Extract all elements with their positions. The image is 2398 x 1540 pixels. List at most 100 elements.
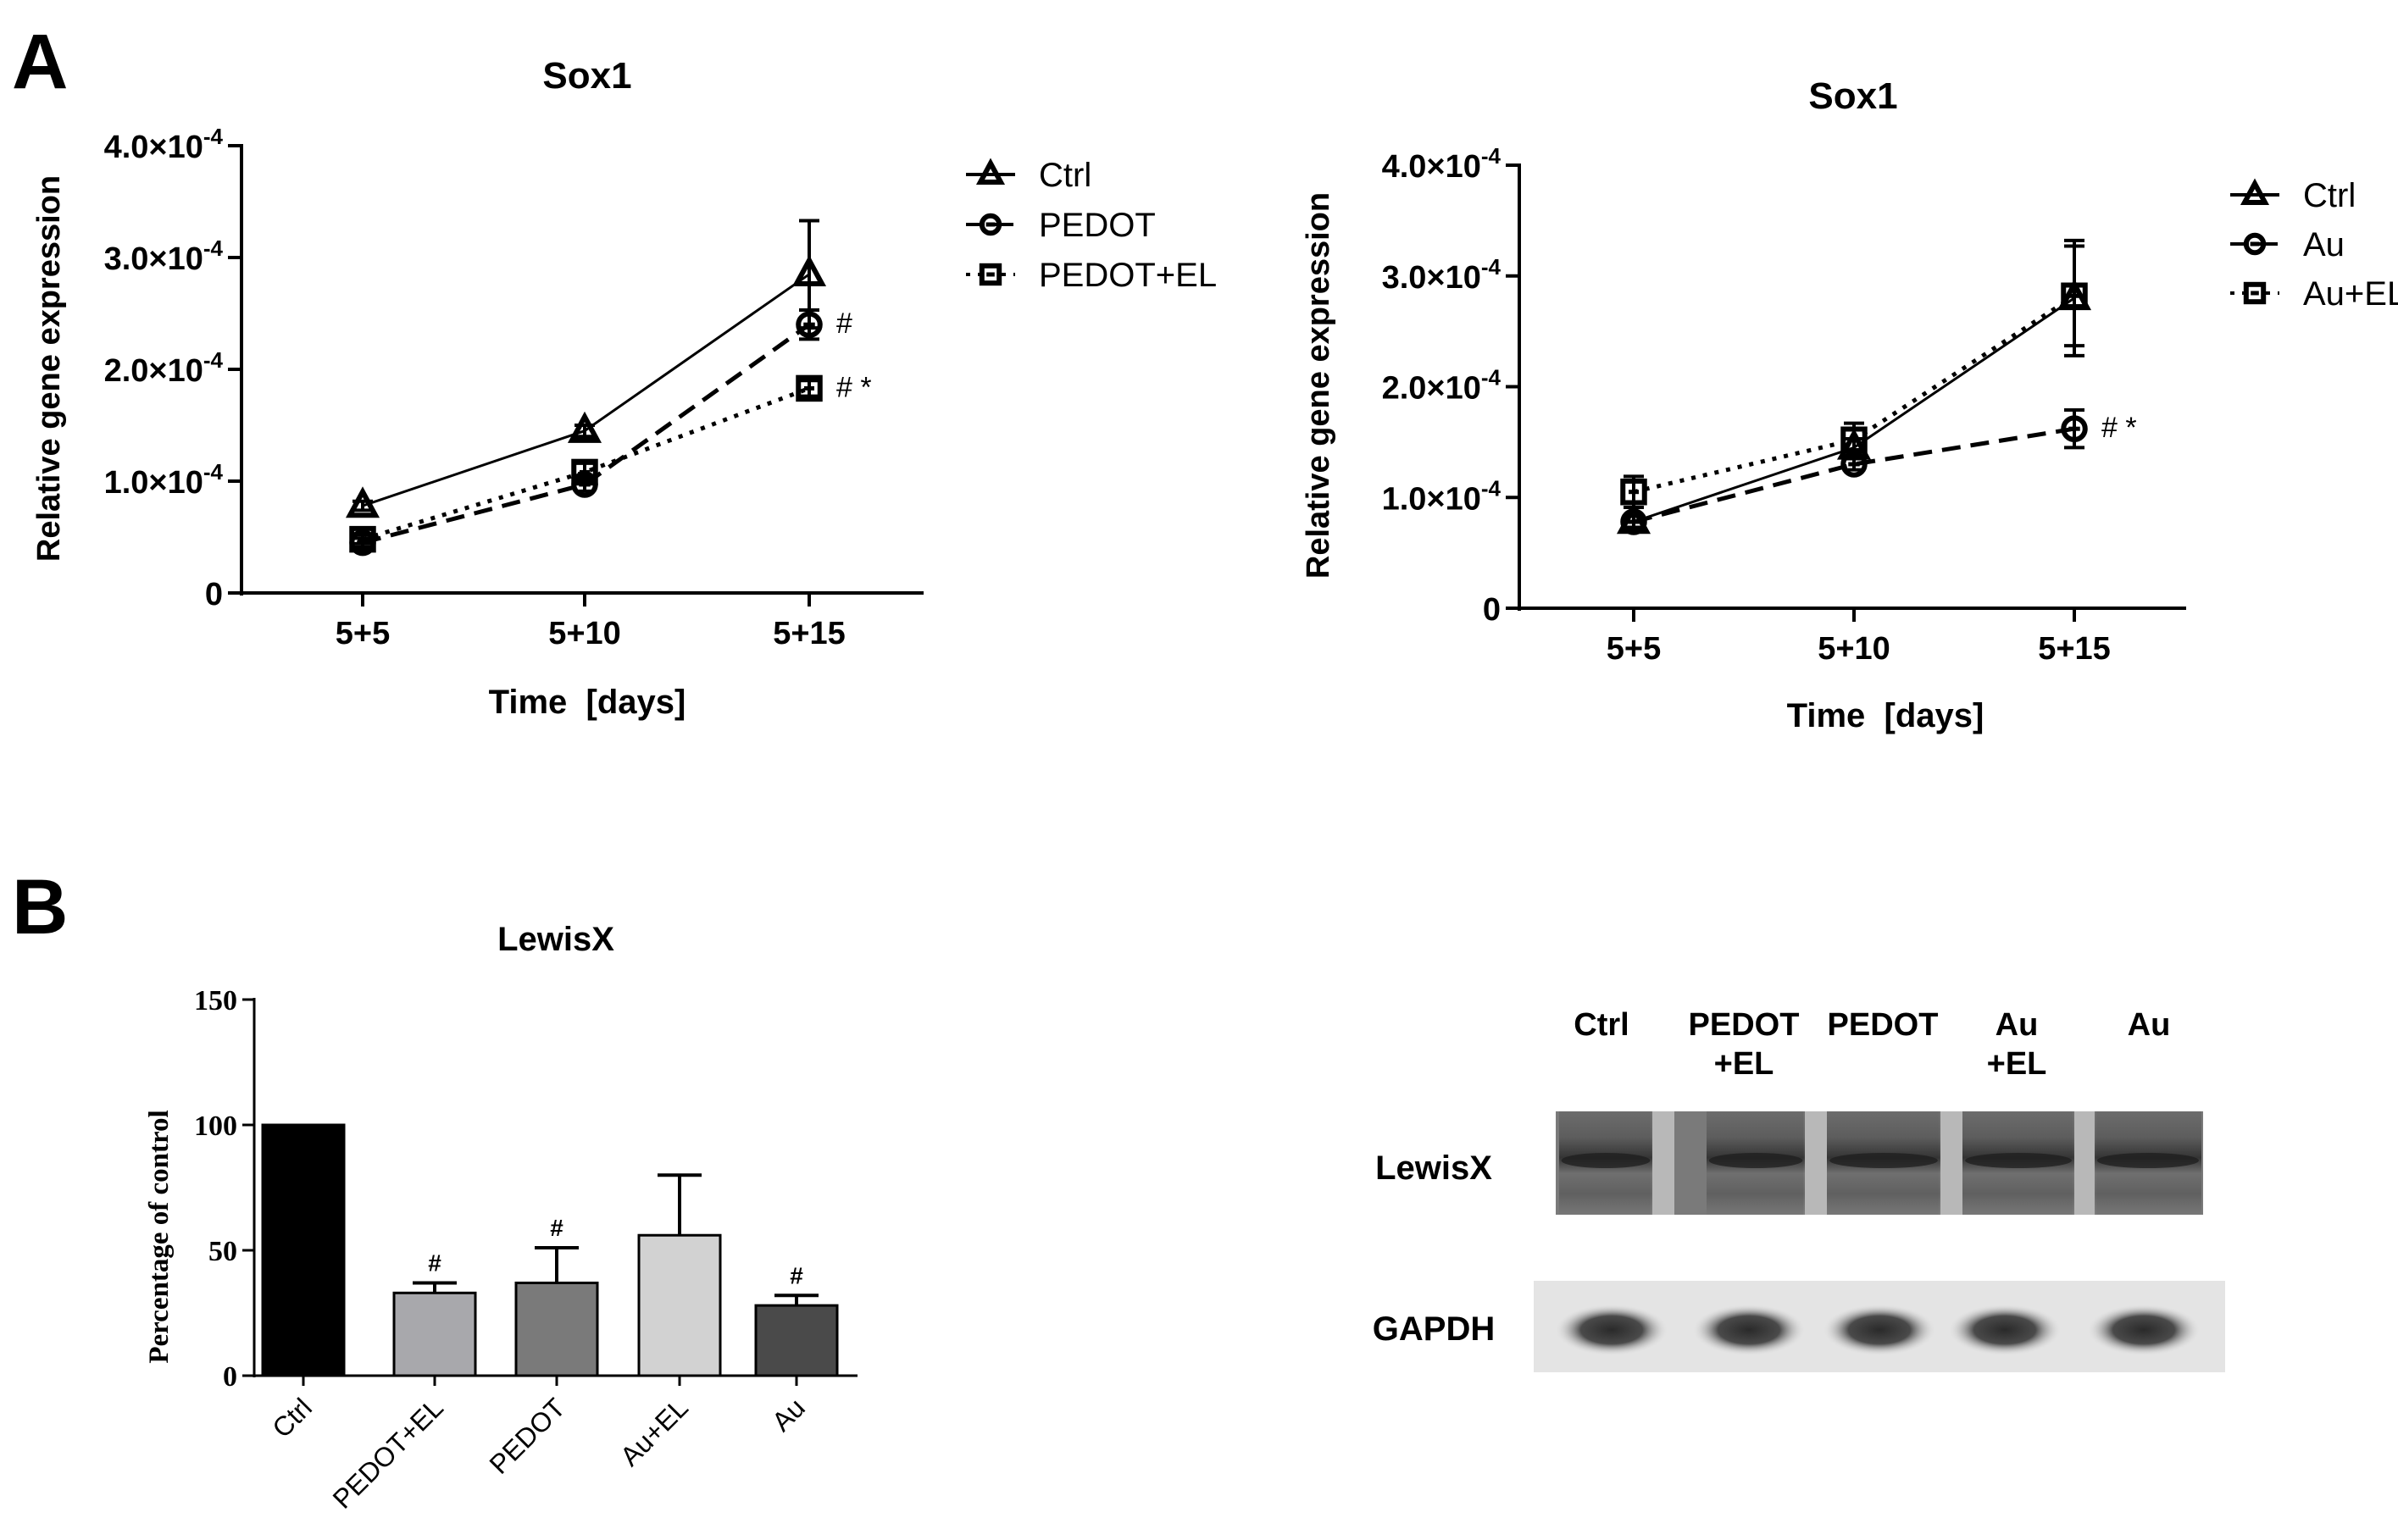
lewisx-band-1 [1708, 1153, 1803, 1168]
y-tick-label: 150 [194, 985, 237, 1017]
gapdh-band-3 [1949, 1305, 2061, 1355]
data-point-PEDOT+EL [349, 525, 376, 553]
bar-Ctrl [261, 1123, 346, 1377]
data-point-Ctrl [1836, 428, 1872, 460]
bar-Au+EL [637, 1233, 722, 1377]
lane-label: Au [2128, 1007, 2171, 1043]
blot-row-label-gapdh: GAPDH [1373, 1310, 1495, 1348]
data-point-PEDOT+EL [571, 458, 598, 486]
y-axis-label: Relative gene expression [1301, 192, 1336, 579]
significance-mark: # * [2101, 412, 2137, 444]
y-tick-label: 2.0×10-4 [104, 347, 224, 389]
significance-mark: # [790, 1262, 803, 1288]
y-tick-label: 4.0×10-4 [1382, 143, 1502, 185]
gapdh-band-4 [2088, 1305, 2200, 1355]
chart-title: Sox1 [1808, 75, 1897, 117]
axes: 0 1.0×10-4 2.0×10-4 3.0×10-4 4.0×10-4 5+5 5+10… [1382, 143, 2186, 667]
series-line-Au [1633, 426, 2075, 524]
y-tick-label: 1.0×10-4 [1382, 475, 1502, 517]
sox1-pedot-chart: Sox1 Relative gene expression Time [days… [31, 55, 1217, 721]
lewisx-band-4 [2097, 1153, 2199, 1168]
chart-title: Sox1 [542, 55, 631, 97]
legend-label: PEDOT [1039, 207, 1156, 244]
legend-label: Au+EL [2303, 275, 2398, 313]
lane-label-line2: +EL [1714, 1046, 1774, 1082]
data-point-Au [1840, 451, 1868, 478]
panel-label-a: A [12, 19, 68, 105]
legend-marker [975, 158, 1006, 185]
significance-mark: # [428, 1249, 441, 1276]
panel-label-b: B [12, 864, 68, 950]
y-tick-label: 1.0×10-4 [104, 459, 224, 501]
gapdh-band-0 [1556, 1305, 1668, 1355]
lane-label: PEDOT [1828, 1007, 1939, 1043]
legend-marker [2243, 232, 2267, 256]
x-tick-label: PEDOT+EL [327, 1392, 449, 1514]
data-point-Au+EL [1620, 478, 1647, 506]
blot-row-label-lewisx: LewisX [1375, 1149, 1492, 1187]
data-point-PEDOT+EL [796, 374, 823, 402]
significance-mark: # * [836, 371, 872, 403]
lewisx-band-2 [1829, 1153, 1938, 1168]
legend-label: Ctrl [1039, 157, 1091, 194]
lewisx-blot-strip [1556, 1111, 2203, 1215]
y-tick-label: 0 [1483, 592, 1501, 628]
series-layer: # # * [345, 219, 872, 557]
series-line-PEDOT+EL [362, 386, 810, 542]
y-tick-label: 50 [208, 1236, 237, 1267]
bar-PEDOT+EL [392, 1291, 477, 1377]
x-tick-label: Ctrl [266, 1392, 318, 1443]
x-tick-label: Au+EL [614, 1392, 694, 1471]
gapdh-band-2 [1823, 1305, 1935, 1355]
x-tick-label: 5+5 [336, 616, 390, 651]
lane-gap [1939, 1111, 1962, 1215]
significance-mark: # [836, 307, 852, 340]
bar-Au [754, 1304, 839, 1377]
series-line-PEDOT [362, 323, 811, 546]
y-tick-label: 3.0×10-4 [1382, 254, 1502, 296]
bar-PEDOT [514, 1281, 599, 1377]
lane-gap [1803, 1111, 1827, 1215]
lane-label: Au [1996, 1007, 2039, 1043]
data-point-Au [2061, 415, 2088, 442]
legend-marker [979, 263, 1002, 286]
y-tick-label: 0 [223, 1361, 237, 1393]
significance-mark: # [550, 1215, 563, 1241]
chart-title: LewisX [497, 921, 614, 958]
bars-layer: # # # [261, 1123, 839, 1377]
x-tick-label: 5+10 [1818, 631, 1890, 667]
x-tick-label: PEDOT [484, 1392, 571, 1479]
y-tick-label: 4.0×10-4 [104, 124, 224, 165]
x-axis-label: Time [days] [489, 684, 686, 721]
axes: 0 1.0×10-4 2.0×10-4 3.0×10-4 4.0×10-4 5+5 5+10… [104, 124, 924, 651]
series-layer: # * [1616, 238, 2137, 535]
x-tick-label: 5+15 [773, 616, 846, 651]
lewisx-bar-chart: LewisX Percentage of control 0 50 100 150 Ct… [144, 921, 858, 1515]
lane-label: Ctrl [1574, 1007, 1629, 1043]
data-point-Au+EL [1840, 426, 1868, 454]
data-point-Au+EL [2061, 282, 2088, 310]
legend-marker [2240, 178, 2270, 205]
y-axis-label: Relative gene expression [31, 175, 67, 562]
legend-marker [979, 213, 1002, 236]
y-tick-label: 3.0×10-4 [104, 235, 224, 277]
gapdh-blot-strip [1534, 1281, 2225, 1372]
lewisx-band-3 [1965, 1153, 2072, 1168]
legend-label: Au [2303, 226, 2345, 263]
x-tick-label: Au [766, 1392, 811, 1437]
y-tick-label: 0 [205, 577, 223, 612]
lane-gap [2073, 1111, 2096, 1215]
x-axis-label: Time [days] [1787, 697, 1984, 734]
legend-marker [2243, 281, 2267, 305]
x-tick-label: 5+5 [1607, 631, 1661, 667]
lane-label-line2: +EL [1987, 1046, 2047, 1082]
data-point-Ctrl [567, 411, 602, 443]
lane-label: PEDOT [1689, 1007, 1800, 1043]
legend-label: Ctrl [2303, 177, 2356, 214]
data-point-PEDOT [796, 311, 823, 338]
legend: Ctrl Au Au+EL [2230, 177, 2398, 313]
x-tick-label: 5+15 [2038, 631, 2111, 667]
